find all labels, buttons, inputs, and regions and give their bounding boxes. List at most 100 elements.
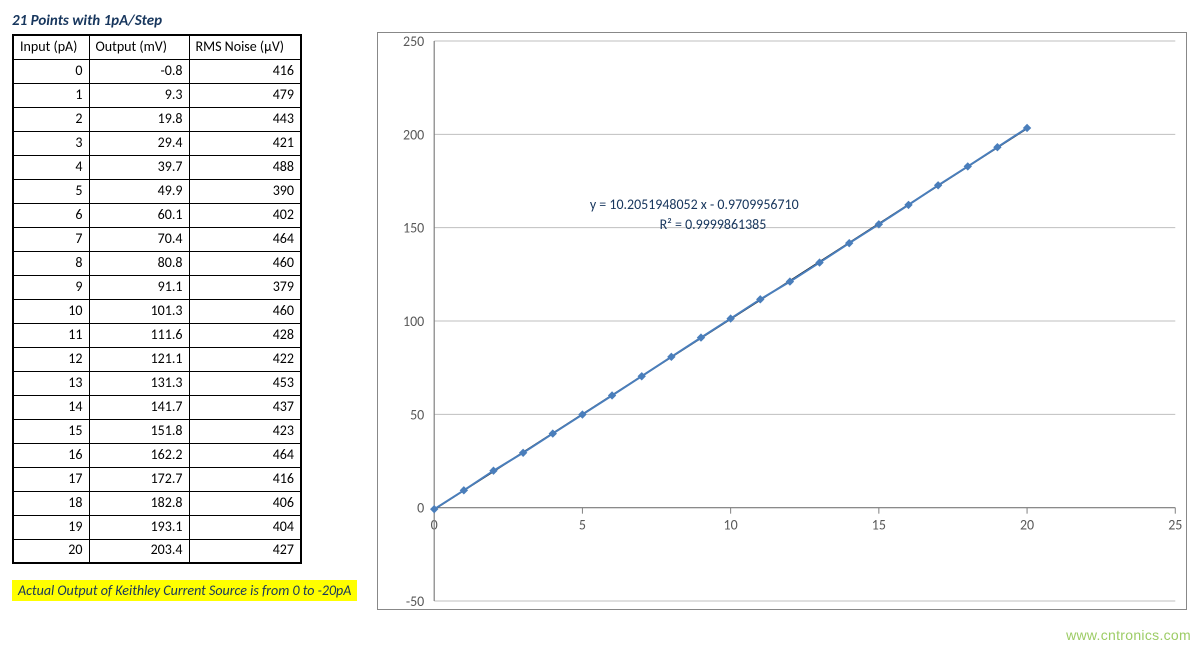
table-cell: 1 xyxy=(13,83,89,107)
table-row: 16162.2464 xyxy=(13,443,301,467)
table-cell: 416 xyxy=(189,59,301,83)
table-cell: 172.7 xyxy=(89,467,189,491)
x-tick-label: 15 xyxy=(872,517,886,534)
table-row: 19193.1404 xyxy=(13,515,301,539)
table-cell: 460 xyxy=(189,299,301,323)
table-cell: 9 xyxy=(13,275,89,299)
x-tick-label: 10 xyxy=(724,517,738,534)
column-header: RMS Noise (µV) xyxy=(189,35,301,59)
table-cell: 39.7 xyxy=(89,155,189,179)
table-cell: 29.4 xyxy=(89,131,189,155)
table-cell: 18 xyxy=(13,491,89,515)
table-row: 0-0.8416 xyxy=(13,59,301,83)
table-cell: 111.6 xyxy=(89,323,189,347)
table-cell: 2 xyxy=(13,107,89,131)
table-row: 10101.3460 xyxy=(13,299,301,323)
table-cell: 422 xyxy=(189,347,301,371)
y-tick-label: -50 xyxy=(406,593,424,609)
table-cell: 10 xyxy=(13,299,89,323)
table-row: 439.7488 xyxy=(13,155,301,179)
table-cell: 8 xyxy=(13,251,89,275)
table-cell: 12 xyxy=(13,347,89,371)
table-cell: 421 xyxy=(189,131,301,155)
table-cell: 19.8 xyxy=(89,107,189,131)
table-row: 549.9390 xyxy=(13,179,301,203)
x-tick-label: 25 xyxy=(1169,517,1183,534)
x-tick-label: 20 xyxy=(1020,517,1034,534)
table-row: 329.4421 xyxy=(13,131,301,155)
equation-text: y = 10.2051948052 x - 0.9709956710 xyxy=(590,196,799,213)
table-cell: 13 xyxy=(13,371,89,395)
table-cell: 464 xyxy=(189,443,301,467)
table-cell: 488 xyxy=(189,155,301,179)
y-tick-label: 250 xyxy=(403,33,424,50)
column-header: Input (pA) xyxy=(13,35,89,59)
table-cell: 443 xyxy=(189,107,301,131)
table-cell: 479 xyxy=(189,83,301,107)
table-cell: 416 xyxy=(189,467,301,491)
table-row: 18182.8406 xyxy=(13,491,301,515)
footnote: Actual Output of Keithley Current Source… xyxy=(12,580,357,601)
table-cell: 151.8 xyxy=(89,419,189,443)
table-cell: 203.4 xyxy=(89,539,189,563)
table-cell: 162.2 xyxy=(89,443,189,467)
table-cell: 6 xyxy=(13,203,89,227)
table-cell: 4 xyxy=(13,155,89,179)
y-tick-label: 0 xyxy=(418,500,425,517)
table-row: 991.1379 xyxy=(13,275,301,299)
table-cell: 16 xyxy=(13,443,89,467)
table-cell: 0 xyxy=(13,59,89,83)
table-cell: 428 xyxy=(189,323,301,347)
table-cell: 91.1 xyxy=(89,275,189,299)
table-cell: -0.8 xyxy=(89,59,189,83)
table-row: 19.3479 xyxy=(13,83,301,107)
table-cell: 14 xyxy=(13,395,89,419)
table-cell: 20 xyxy=(13,539,89,563)
table-cell: 404 xyxy=(189,515,301,539)
table-cell: 19 xyxy=(13,515,89,539)
y-tick-label: 150 xyxy=(403,220,424,237)
table-cell: 437 xyxy=(189,395,301,419)
chart-container: -500501001502002500510152025y = 10.20519… xyxy=(377,32,1187,610)
table-cell: 131.3 xyxy=(89,371,189,395)
y-tick-label: 200 xyxy=(403,126,424,143)
table-cell: 182.8 xyxy=(89,491,189,515)
table-cell: 453 xyxy=(189,371,301,395)
r-squared-text: R² = 0.9999861385 xyxy=(660,216,767,233)
table-cell: 427 xyxy=(189,539,301,563)
table-row: 770.4464 xyxy=(13,227,301,251)
y-tick-label: 50 xyxy=(410,406,424,423)
watermark: www.cntronics.com xyxy=(1066,627,1191,643)
table-cell: 15 xyxy=(13,419,89,443)
table-cell: 193.1 xyxy=(89,515,189,539)
line-chart: -500501001502002500510152025y = 10.20519… xyxy=(378,33,1186,609)
table-cell: 60.1 xyxy=(89,203,189,227)
table-cell: 406 xyxy=(189,491,301,515)
y-tick-label: 100 xyxy=(403,313,424,330)
table-cell: 423 xyxy=(189,419,301,443)
table-cell: 9.3 xyxy=(89,83,189,107)
table-row: 660.1402 xyxy=(13,203,301,227)
table-row: 13131.3453 xyxy=(13,371,301,395)
table-row: 11111.6428 xyxy=(13,323,301,347)
table-cell: 141.7 xyxy=(89,395,189,419)
page-title: 21 Points with 1pA/Step xyxy=(12,12,357,30)
table-row: 219.8443 xyxy=(13,107,301,131)
table-cell: 5 xyxy=(13,179,89,203)
table-cell: 390 xyxy=(189,179,301,203)
table-cell: 464 xyxy=(189,227,301,251)
table-row: 15151.8423 xyxy=(13,419,301,443)
table-cell: 11 xyxy=(13,323,89,347)
table-cell: 121.1 xyxy=(89,347,189,371)
x-tick-label: 5 xyxy=(579,517,586,534)
table-cell: 101.3 xyxy=(89,299,189,323)
table-cell: 7 xyxy=(13,227,89,251)
table-cell: 379 xyxy=(189,275,301,299)
table-row: 12121.1422 xyxy=(13,347,301,371)
column-header: Output (mV) xyxy=(89,35,189,59)
table-row: 17172.7416 xyxy=(13,467,301,491)
table-cell: 70.4 xyxy=(89,227,189,251)
data-table: Input (pA)Output (mV)RMS Noise (µV) 0-0.… xyxy=(12,34,302,564)
table-row: 20203.4427 xyxy=(13,539,301,563)
table-cell: 80.8 xyxy=(89,251,189,275)
